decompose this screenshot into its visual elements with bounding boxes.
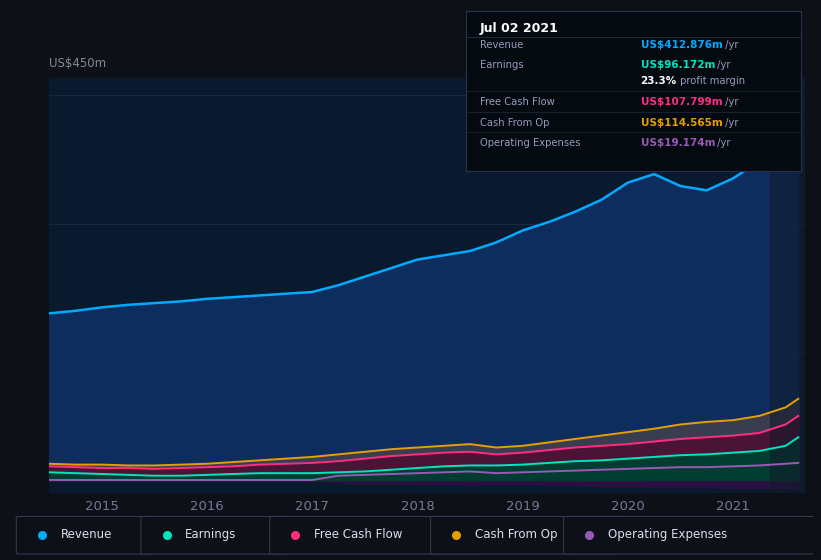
- Text: US$0: US$0: [49, 468, 80, 480]
- Text: Free Cash Flow: Free Cash Flow: [479, 97, 554, 107]
- FancyBboxPatch shape: [16, 516, 154, 554]
- Text: Operating Expenses: Operating Expenses: [608, 528, 727, 542]
- Text: US$450m: US$450m: [49, 57, 107, 70]
- Text: /yr: /yr: [722, 118, 738, 128]
- Text: /yr: /yr: [722, 97, 738, 107]
- Text: Earnings: Earnings: [479, 60, 523, 70]
- FancyBboxPatch shape: [141, 516, 289, 554]
- Text: Cash From Op: Cash From Op: [475, 528, 557, 542]
- Text: Free Cash Flow: Free Cash Flow: [314, 528, 402, 542]
- Text: US$96.172m: US$96.172m: [640, 60, 715, 70]
- Text: Revenue: Revenue: [61, 528, 112, 542]
- Text: 23.3%: 23.3%: [640, 76, 677, 86]
- FancyBboxPatch shape: [269, 516, 480, 554]
- Text: /yr: /yr: [714, 60, 731, 70]
- Text: Jul 02 2021: Jul 02 2021: [479, 22, 558, 35]
- Text: /yr: /yr: [714, 138, 731, 148]
- Text: Cash From Op: Cash From Op: [479, 118, 549, 128]
- Bar: [770, 78, 805, 493]
- Text: US$114.565m: US$114.565m: [640, 118, 722, 128]
- FancyBboxPatch shape: [563, 516, 816, 554]
- Text: Earnings: Earnings: [186, 528, 236, 542]
- Text: Operating Expenses: Operating Expenses: [479, 138, 580, 148]
- FancyBboxPatch shape: [430, 516, 621, 554]
- Text: US$412.876m: US$412.876m: [640, 40, 722, 49]
- Text: US$19.174m: US$19.174m: [640, 138, 715, 148]
- Text: profit margin: profit margin: [677, 76, 745, 86]
- Text: Revenue: Revenue: [479, 40, 523, 49]
- Text: US$107.799m: US$107.799m: [640, 97, 722, 107]
- Text: /yr: /yr: [722, 40, 738, 49]
